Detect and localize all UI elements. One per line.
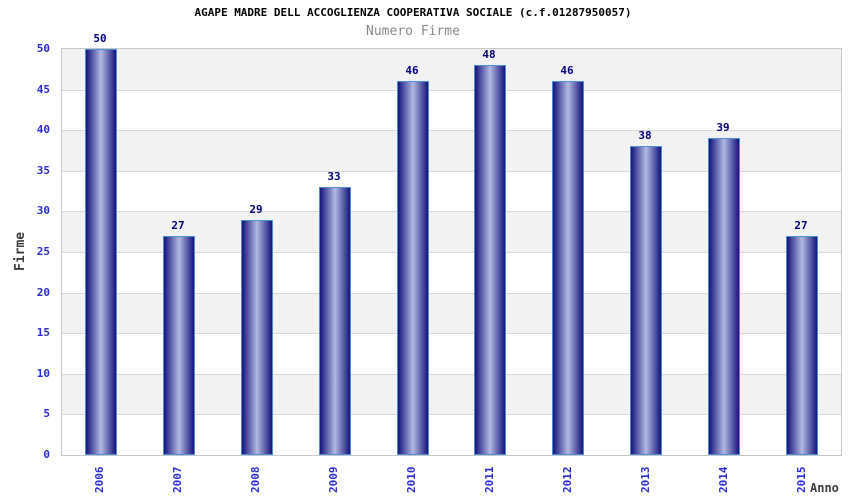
bar-2012 [552,81,584,455]
gridline [62,373,841,375]
x-tick-label-2006: 2006 [93,466,106,494]
y-tick-label: 50 [36,42,50,55]
bar-2013 [630,146,662,455]
x-tick-label-2007: 2007 [171,466,184,494]
gridline [62,292,841,294]
bar-value-label: 29 [249,203,263,216]
y-axis-title: Firme [13,231,28,271]
bar-value-label: 50 [93,32,107,45]
bar-2007 [163,236,195,455]
y-tick-label: 30 [36,204,50,218]
y-tick-label: 0 [43,448,50,461]
x-tick-label-2014: 2014 [717,466,730,494]
gridline [62,130,841,132]
gridline [62,89,841,91]
bar-value-label: 39 [716,121,730,134]
y-tick-label: 20 [36,285,50,299]
gridline [62,211,841,213]
plot-area [61,48,842,456]
y-tick-label: 35 [36,163,50,177]
bar-2014 [708,138,740,455]
bar-2009 [319,187,351,455]
bar-value-label: 48 [482,48,496,61]
gridline [62,252,841,253]
gridline [62,170,841,172]
y-tick-label: 25 [36,245,50,258]
bar-2008 [241,220,273,455]
bar-value-label: 46 [405,64,419,77]
bar-2015 [786,236,818,455]
plot-band [62,89,841,131]
gridline [62,414,841,416]
plot-band [62,49,841,90]
bar-value-label: 33 [327,170,341,183]
bar-value-label: 38 [638,129,652,142]
x-tick-label-2013: 2013 [639,466,652,494]
y-tick-label: 10 [36,366,50,380]
chart-title: AGAPE MADRE DELL ACCOGLIENZA COOPERATIVA… [194,6,632,19]
x-tick-label-2008: 2008 [249,466,262,494]
y-tick-label: 5 [43,407,50,421]
bar-value-label: 46 [560,64,574,77]
x-tick-label-2012: 2012 [561,466,574,494]
bar-2011 [474,65,506,455]
x-tick-label-2015: 2015 [795,466,808,494]
gridline [62,333,841,335]
x-axis-title: Anno [810,481,839,495]
x-tick-label-2011: 2011 [483,466,496,494]
bar-value-label: 27 [171,219,185,232]
y-tick-label: 45 [36,82,50,96]
chart-subtitle: Numero Firme [366,24,460,39]
bar-2006 [85,49,117,455]
y-tick-label: 40 [36,123,50,137]
x-tick-label-2009: 2009 [327,466,340,494]
bar-value-label: 27 [794,219,808,232]
y-tick-label: 15 [36,326,50,340]
x-tick-label-2010: 2010 [405,466,418,494]
bar-2010 [397,81,429,455]
